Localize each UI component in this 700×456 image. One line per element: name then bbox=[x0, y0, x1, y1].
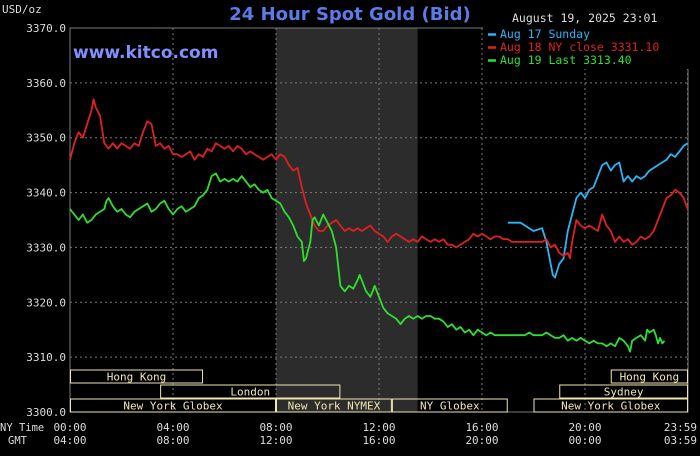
session-shade bbox=[276, 28, 418, 412]
x-tick-label-ny: 00:00 bbox=[53, 421, 86, 434]
session-box bbox=[276, 398, 392, 413]
y-tick-label: 3320.0 bbox=[26, 296, 66, 309]
session-label: Hong Kong bbox=[107, 371, 167, 384]
session-label: Hong Kong bbox=[620, 371, 680, 384]
series-line bbox=[69, 172, 666, 353]
session-label: New York Globex bbox=[123, 400, 223, 413]
y-axis-unit-label: USD/oz bbox=[2, 3, 42, 16]
x-tick-label-ny: 04:00 bbox=[156, 421, 189, 434]
series-line bbox=[507, 142, 689, 279]
x-tick-label-gmt: 04:00 bbox=[53, 434, 86, 447]
session-box bbox=[610, 369, 688, 384]
kitco-watermark: www.kitco.com bbox=[73, 43, 218, 63]
session-label: New York NYMEX bbox=[288, 400, 381, 413]
session-box bbox=[391, 398, 508, 413]
x-tick-label-ny: 20:00 bbox=[568, 421, 601, 434]
legend-label: Aug 19 Last 3313.40 bbox=[500, 53, 632, 67]
x-axis-gmt-label: GMT bbox=[8, 435, 28, 447]
x-tick-label-gmt: 12:00 bbox=[259, 434, 292, 447]
legend-background bbox=[483, 27, 699, 69]
session-box bbox=[70, 398, 276, 413]
x-tick-label-gmt: 20:00 bbox=[465, 434, 498, 447]
y-tick-label: 3330.0 bbox=[26, 241, 66, 254]
session-box bbox=[559, 384, 688, 399]
session-label: Sydney bbox=[604, 386, 644, 399]
series-line bbox=[69, 98, 689, 260]
x-tick-label-ny: 12:00 bbox=[362, 421, 395, 434]
legend-label: Aug 18 NY close 3331.10 bbox=[500, 40, 659, 54]
session-box bbox=[533, 398, 688, 413]
chart-title: 24 Hour Spot Gold (Bid) bbox=[229, 4, 470, 25]
x-tick-label-gmt: 08:00 bbox=[156, 434, 189, 447]
x-tick-label-gmt: 00:00 bbox=[568, 434, 601, 447]
session-box bbox=[160, 384, 341, 399]
session-box bbox=[70, 369, 204, 384]
x-tick-label-ny: 16:00 bbox=[465, 421, 498, 434]
y-tick-label: 3370.0 bbox=[26, 22, 66, 35]
session-label: New York Globex bbox=[561, 400, 661, 413]
x-tick-label-gmt: 16:00 bbox=[362, 434, 395, 447]
y-tick-label: 3350.0 bbox=[26, 132, 66, 145]
x-tick-label-ny: 23:59 bbox=[664, 421, 697, 434]
x-tick-label-ny: 08:00 bbox=[259, 421, 292, 434]
y-tick-label: 3300.0 bbox=[26, 406, 66, 419]
session-label: London bbox=[230, 386, 270, 399]
y-tick-label: 3310.0 bbox=[26, 351, 66, 364]
x-tick-label-gmt: 03:59 bbox=[664, 434, 697, 447]
y-tick-label: 3360.0 bbox=[26, 77, 66, 90]
y-tick-label: 3340.0 bbox=[26, 187, 66, 200]
session-label: NY Globex bbox=[420, 400, 480, 413]
chart-timestamp: August 19, 2025 23:01 bbox=[512, 11, 657, 25]
legend-label: Aug 17 Sunday bbox=[500, 27, 590, 41]
x-axis-ny-time-label: NY Time bbox=[0, 422, 44, 434]
